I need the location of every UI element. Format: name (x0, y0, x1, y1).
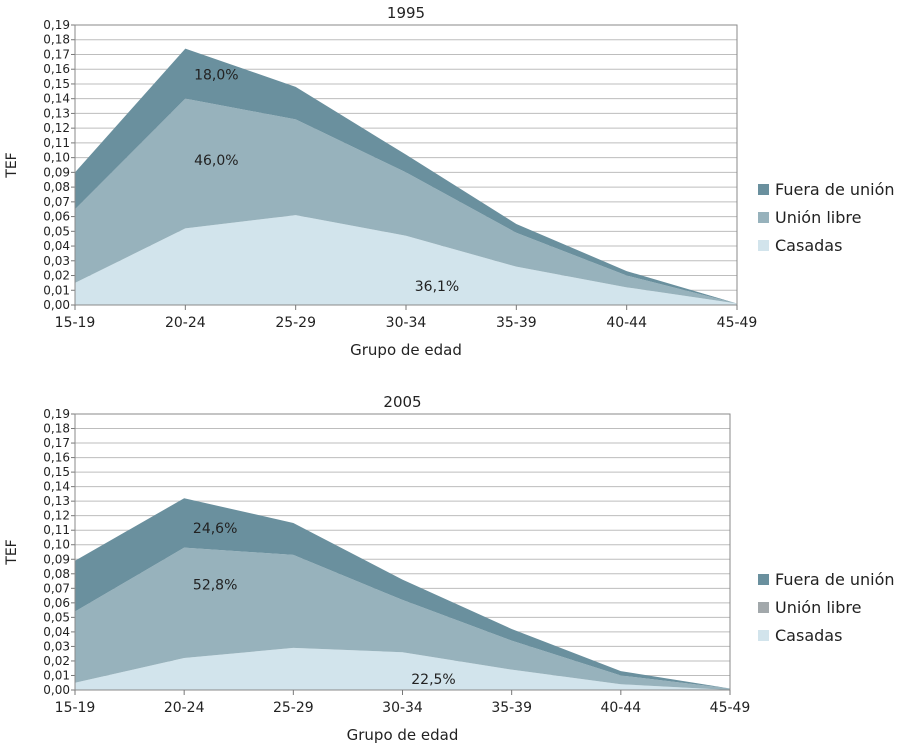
legend-swatch (758, 212, 769, 223)
y-tick-label: 0,19 (43, 18, 70, 32)
y-tick-label: 0,03 (43, 639, 70, 653)
y-tick-label: 0,16 (43, 451, 70, 465)
y-tick-label: 0,08 (43, 567, 70, 581)
y-axis-label: TEF (4, 539, 20, 565)
y-tick-label: 0,14 (43, 92, 70, 106)
y-tick-label: 0,02 (43, 269, 70, 283)
y-tick-label: 0,15 (43, 77, 70, 91)
data-label: 52,8% (193, 578, 237, 594)
x-tick-label: 15-19 (55, 315, 96, 331)
y-tick-label: 0,01 (43, 668, 70, 682)
y-tick-label: 0,07 (43, 195, 70, 209)
y-tick-label: 0,06 (43, 210, 70, 224)
y-tick-label: 0,12 (43, 509, 70, 523)
x-tick-label: 35-39 (491, 700, 532, 716)
y-tick-label: 0,10 (43, 538, 70, 552)
legend-label: Unión libre (775, 598, 861, 617)
y-tick-label: 0,11 (43, 136, 70, 150)
y-tick-label: 0,14 (43, 480, 70, 494)
y-tick-label: 0,13 (43, 494, 70, 508)
x-tick-label: 30-34 (386, 315, 427, 331)
y-tick-label: 0,08 (43, 180, 70, 194)
x-tick-label: 25-29 (275, 315, 316, 331)
x-tick-label: 15-19 (55, 700, 96, 716)
x-tick-label: 40-44 (600, 700, 641, 716)
x-axis-label: Grupo de edad (347, 726, 459, 744)
y-axis-label: TEF (4, 152, 20, 178)
chart-title: 2005 (383, 393, 421, 411)
data-label: 24,6% (193, 521, 237, 537)
series-area-Casadas (75, 647, 730, 690)
y-tick-label: 0,03 (43, 254, 70, 268)
y-tick-label: 0,09 (43, 165, 70, 179)
y-tick-label: 0,06 (43, 596, 70, 610)
y-tick-label: 0,18 (43, 422, 70, 436)
y-tick-label: 0,17 (43, 47, 70, 61)
y-tick-label: 0,05 (43, 610, 70, 624)
data-label: 22,5% (411, 672, 455, 688)
x-tick-label: 45-49 (717, 315, 758, 331)
legend-label: Unión libre (775, 208, 861, 227)
legend: Fuera de unión Unión libre Casadas (758, 180, 895, 255)
x-tick-label: 20-24 (164, 700, 205, 716)
x-axis-label: Grupo de edad (350, 341, 462, 359)
y-tick-label: 0,00 (43, 298, 70, 312)
chart-1995: 0,000,010,020,030,040,050,060,070,080,09… (4, 4, 895, 359)
y-tick-label: 0,05 (43, 224, 70, 238)
chart-2005: 0,000,010,020,030,040,050,060,070,080,09… (4, 393, 895, 744)
y-tick-label: 0,18 (43, 33, 70, 47)
y-tick-label: 0,04 (43, 239, 70, 253)
y-tick-label: 0,12 (43, 121, 70, 135)
legend-label: Casadas (775, 236, 842, 255)
y-tick-label: 0,16 (43, 62, 70, 76)
data-label: 18,0% (194, 67, 238, 83)
legend-label: Fuera de unión (775, 180, 895, 199)
data-label: 46,0% (194, 153, 238, 169)
y-tick-label: 0,09 (43, 552, 70, 566)
y-tick-label: 0,00 (43, 683, 70, 697)
legend: Fuera de unión Unión libre Casadas (758, 570, 895, 645)
x-tick-label: 30-34 (382, 700, 423, 716)
y-tick-label: 0,01 (43, 283, 70, 297)
chart-title: 1995 (387, 4, 425, 22)
series-area-Unión libre (75, 547, 730, 690)
y-tick-label: 0,04 (43, 625, 70, 639)
series-area-Casadas (75, 215, 737, 305)
legend-swatch (758, 602, 769, 613)
x-tick-label: 25-29 (273, 700, 314, 716)
y-tick-label: 0,19 (43, 407, 70, 421)
y-tick-label: 0,11 (43, 523, 70, 537)
y-tick-label: 0,07 (43, 581, 70, 595)
x-tick-label: 20-24 (165, 315, 206, 331)
legend-label: Fuera de unión (775, 570, 895, 589)
series-area-Unión libre (75, 98, 737, 304)
x-tick-label: 45-49 (710, 700, 751, 716)
y-tick-label: 0,02 (43, 654, 70, 668)
legend-swatch (758, 240, 769, 251)
x-tick-label: 35-39 (496, 315, 537, 331)
y-tick-label: 0,13 (43, 106, 70, 120)
y-tick-label: 0,15 (43, 465, 70, 479)
series-area-Fuera de unión (75, 498, 730, 689)
data-label: 36,1% (415, 279, 459, 295)
legend-swatch (758, 630, 769, 641)
x-tick-label: 40-44 (606, 315, 647, 331)
y-tick-label: 0,10 (43, 151, 70, 165)
legend-label: Casadas (775, 626, 842, 645)
legend-swatch (758, 184, 769, 195)
legend-swatch (758, 574, 769, 585)
y-tick-label: 0,17 (43, 436, 70, 450)
